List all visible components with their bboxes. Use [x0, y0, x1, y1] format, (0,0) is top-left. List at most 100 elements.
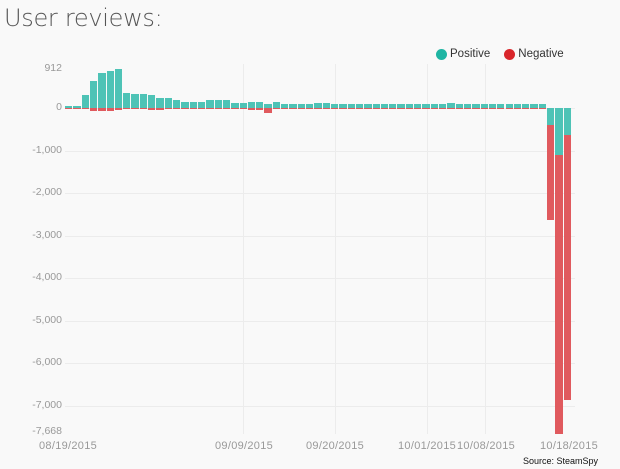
- bar-negative[interactable]: [222, 108, 231, 109]
- bar-positive[interactable]: [447, 103, 455, 108]
- bar-negative[interactable]: [463, 108, 472, 109]
- bar-negative[interactable]: [181, 108, 189, 109]
- bar-positive[interactable]: [355, 103, 364, 108]
- bar-negative[interactable]: [430, 108, 438, 109]
- bar-positive[interactable]: [123, 92, 131, 108]
- bar-negative[interactable]: [538, 108, 547, 109]
- bar-positive[interactable]: [472, 104, 480, 108]
- bar-negative[interactable]: [106, 108, 114, 111]
- bar-positive[interactable]: [106, 70, 114, 108]
- bar-negative[interactable]: [139, 108, 148, 109]
- bar-negative[interactable]: [98, 108, 106, 111]
- bar-positive[interactable]: [505, 103, 513, 108]
- bar-positive[interactable]: [405, 104, 414, 108]
- bar-negative[interactable]: [405, 108, 414, 109]
- bar-positive[interactable]: [173, 99, 181, 108]
- bar-negative[interactable]: [339, 108, 347, 109]
- bar-negative[interactable]: [306, 108, 314, 109]
- bar-negative[interactable]: [131, 108, 139, 109]
- bar-positive[interactable]: [289, 104, 297, 108]
- legend-item-negative[interactable]: Negative: [504, 48, 564, 60]
- bar-positive[interactable]: [522, 103, 530, 108]
- bar-negative[interactable]: [447, 108, 455, 109]
- bar-negative[interactable]: [164, 108, 173, 109]
- bar-negative[interactable]: [563, 135, 571, 400]
- bar-negative[interactable]: [488, 108, 497, 109]
- bar-negative[interactable]: [547, 125, 555, 220]
- bar-positive[interactable]: [239, 103, 247, 108]
- bar-positive[interactable]: [422, 103, 430, 108]
- bar-positive[interactable]: [563, 108, 571, 136]
- bar-negative[interactable]: [505, 108, 513, 109]
- bar-positive[interactable]: [281, 103, 289, 108]
- bar-negative[interactable]: [314, 108, 322, 109]
- bar-positive[interactable]: [463, 103, 472, 108]
- bar-negative[interactable]: [189, 108, 197, 109]
- bar-negative[interactable]: [281, 108, 289, 109]
- bar-positive[interactable]: [555, 108, 563, 155]
- bar-negative[interactable]: [156, 108, 164, 110]
- bar-negative[interactable]: [522, 108, 530, 109]
- bar-negative[interactable]: [289, 108, 297, 109]
- bar-negative[interactable]: [422, 108, 430, 109]
- bar-negative[interactable]: [472, 108, 480, 109]
- bar-positive[interactable]: [231, 103, 239, 108]
- bar-negative[interactable]: [247, 108, 256, 110]
- bar-positive[interactable]: [314, 103, 322, 108]
- bar-positive[interactable]: [364, 103, 372, 108]
- bar-negative[interactable]: [513, 108, 522, 109]
- bar-negative[interactable]: [397, 108, 405, 109]
- bar-positive[interactable]: [98, 73, 106, 108]
- bar-positive[interactable]: [372, 103, 380, 108]
- bar-positive[interactable]: [547, 108, 555, 125]
- bar-negative[interactable]: [297, 108, 306, 109]
- bar-negative[interactable]: [272, 108, 281, 110]
- bar-negative[interactable]: [81, 108, 89, 109]
- bar-positive[interactable]: [513, 103, 522, 108]
- bar-negative[interactable]: [148, 108, 156, 110]
- bar-positive[interactable]: [214, 100, 222, 108]
- bar-positive[interactable]: [339, 104, 347, 108]
- bar-negative[interactable]: [197, 108, 206, 109]
- bar-negative[interactable]: [455, 108, 463, 109]
- bar-positive[interactable]: [297, 104, 306, 108]
- bar-positive[interactable]: [181, 101, 189, 108]
- bar-positive[interactable]: [430, 103, 438, 108]
- bar-negative[interactable]: [372, 108, 380, 109]
- bar-negative[interactable]: [256, 108, 264, 111]
- bar-negative[interactable]: [389, 108, 397, 109]
- bar-positive[interactable]: [206, 99, 214, 108]
- bar-negative[interactable]: [330, 108, 339, 109]
- bar-positive[interactable]: [538, 104, 547, 108]
- bar-positive[interactable]: [114, 69, 123, 108]
- bar-positive[interactable]: [330, 103, 339, 108]
- bar-positive[interactable]: [414, 103, 422, 108]
- bar-negative[interactable]: [214, 108, 222, 109]
- bar-positive[interactable]: [73, 106, 81, 108]
- bar-negative[interactable]: [123, 108, 131, 109]
- bar-negative[interactable]: [89, 108, 98, 111]
- bar-negative[interactable]: [364, 108, 372, 109]
- bar-positive[interactable]: [264, 103, 272, 108]
- bar-negative[interactable]: [380, 108, 389, 109]
- bar-positive[interactable]: [497, 104, 505, 108]
- bar-negative[interactable]: [173, 108, 181, 109]
- bar-positive[interactable]: [148, 95, 156, 108]
- legend-item-positive[interactable]: Positive: [436, 48, 490, 60]
- bar-negative[interactable]: [480, 108, 488, 109]
- bar-positive[interactable]: [347, 104, 355, 108]
- bar-positive[interactable]: [455, 103, 463, 108]
- bar-positive[interactable]: [439, 103, 447, 108]
- bar-negative[interactable]: [439, 108, 447, 109]
- bar-positive[interactable]: [164, 98, 173, 108]
- bar-negative[interactable]: [239, 108, 247, 109]
- bar-negative[interactable]: [555, 154, 563, 434]
- bar-negative[interactable]: [497, 108, 505, 109]
- bar-negative[interactable]: [414, 108, 422, 109]
- bar-positive[interactable]: [197, 101, 206, 108]
- bar-positive[interactable]: [389, 104, 397, 108]
- bar-positive[interactable]: [65, 106, 73, 108]
- bar-positive[interactable]: [139, 93, 148, 108]
- bar-positive[interactable]: [81, 95, 89, 108]
- bar-positive[interactable]: [131, 93, 139, 108]
